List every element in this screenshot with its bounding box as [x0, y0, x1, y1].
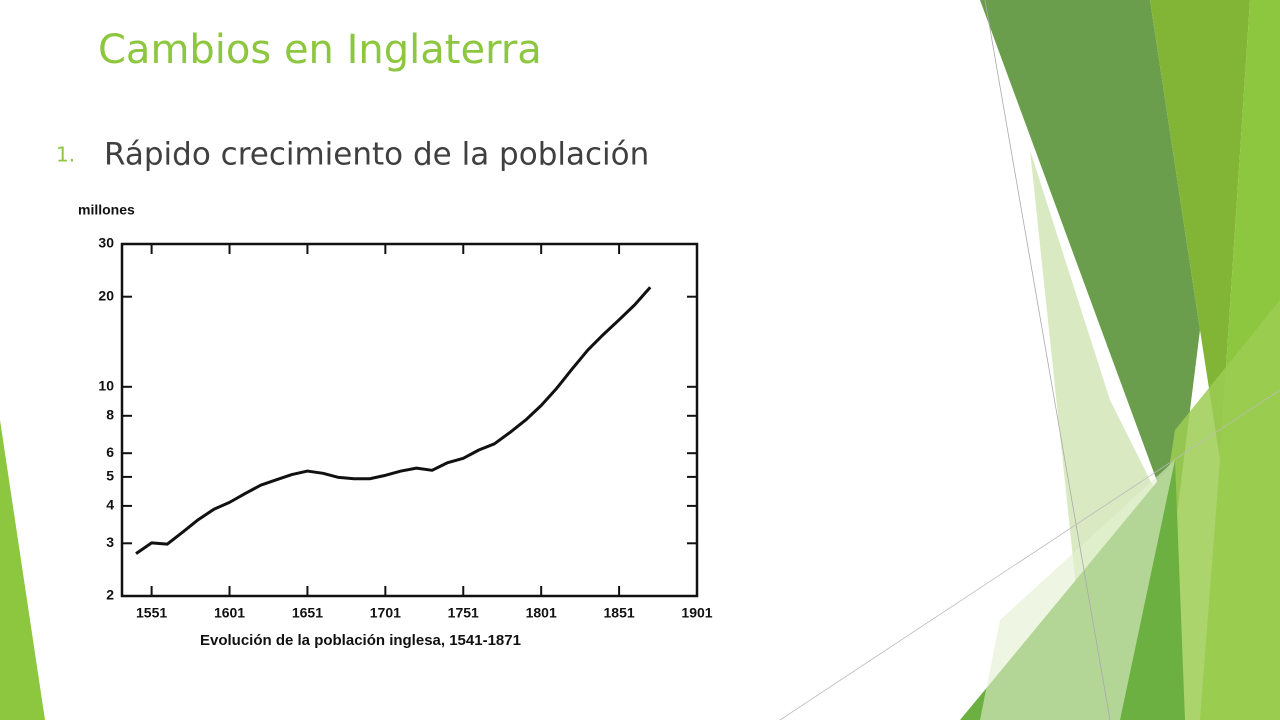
x-tick-label: 1651 — [292, 605, 323, 621]
bullet-text: Rápido crecimiento de la población — [104, 137, 649, 173]
y-tick-label: 5 — [106, 468, 114, 484]
x-tick-label: 1551 — [136, 605, 167, 621]
y-tick-label: 8 — [106, 407, 114, 423]
decor-shape — [1150, 0, 1250, 460]
x-tick-label: 1901 — [681, 605, 712, 621]
y-tick-label: 4 — [106, 497, 114, 513]
decor-shape — [0, 420, 45, 720]
y-tick-label: 2 — [106, 587, 114, 603]
y-tick-label: 10 — [98, 378, 114, 394]
decor-shape — [980, 460, 1175, 720]
chart-caption: Evolución de la población inglesa, 1541-… — [200, 632, 521, 649]
bullet-number: 1. — [56, 143, 75, 167]
x-tick-label: 1701 — [370, 605, 401, 621]
decor-line — [984, 0, 1111, 720]
x-tick-label: 1601 — [214, 605, 245, 621]
x-tick-label: 1801 — [526, 605, 557, 621]
plot-frame — [120, 242, 699, 598]
y-tick-label: 3 — [106, 534, 114, 550]
data-line — [135, 286, 652, 555]
decor-shape — [980, 0, 1200, 530]
decor-line — [779, 389, 1280, 720]
x-tick-label: 1751 — [448, 605, 479, 621]
y-tick-label: 20 — [98, 287, 114, 303]
y-tick-label: 30 — [98, 235, 114, 251]
slide-title: Cambios en Inglaterra — [98, 27, 542, 73]
x-tick-label: 1851 — [604, 605, 635, 621]
y-axis-label: millones — [78, 202, 135, 218]
y-tick-label: 6 — [106, 444, 114, 460]
